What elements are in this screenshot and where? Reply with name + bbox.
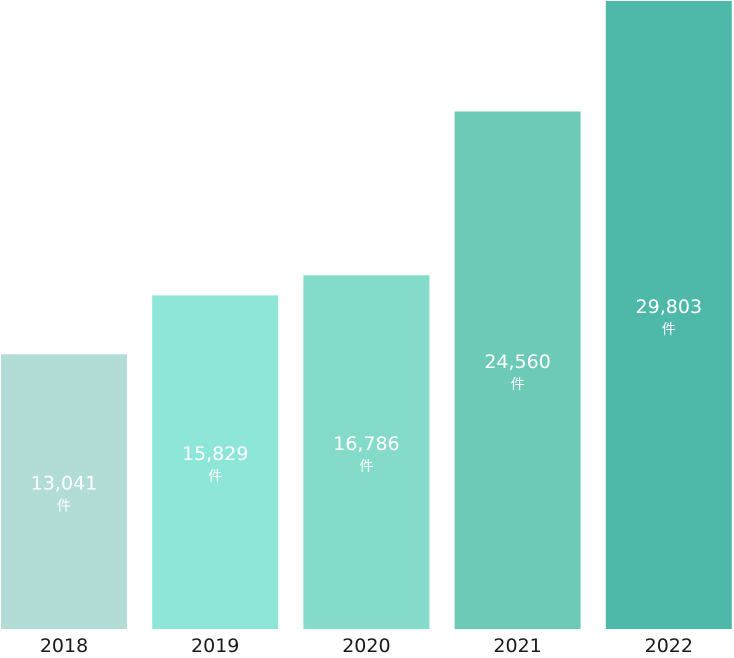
- bar-2019: [152, 295, 279, 629]
- x-tick-label-2018: 2018: [40, 635, 88, 657]
- bar-value-label: 24,560: [484, 351, 550, 373]
- bar-unit-label: 件: [511, 377, 525, 393]
- bar-unit-label: 件: [57, 499, 71, 515]
- bars-layer: [1, 1, 732, 629]
- bar-unit-label: 件: [359, 459, 373, 475]
- bar-value-label: 13,041: [31, 473, 97, 495]
- bar-value-label: 29,803: [636, 296, 702, 318]
- bar-value-label: 16,786: [333, 433, 399, 455]
- bar-2020: [303, 275, 430, 629]
- bar-unit-label: 件: [662, 322, 676, 338]
- x-tick-label-2021: 2021: [493, 635, 541, 657]
- bar-labels-layer: 13,041 件 15,829 件 16,786 件 24,560 件 29,803 件: [31, 296, 702, 515]
- bar-2018: [1, 354, 127, 629]
- x-tick-label-2019: 2019: [191, 635, 239, 657]
- bar-2021: [454, 111, 581, 629]
- x-axis-ticks: 2018 2019 2020 2021 2022: [40, 635, 693, 657]
- x-tick-label-2022: 2022: [645, 635, 693, 657]
- bar-unit-label: 件: [208, 469, 222, 485]
- x-tick-label-2020: 2020: [342, 635, 390, 657]
- bar-value-label: 15,829: [182, 443, 248, 465]
- bar-2022: [605, 1, 732, 629]
